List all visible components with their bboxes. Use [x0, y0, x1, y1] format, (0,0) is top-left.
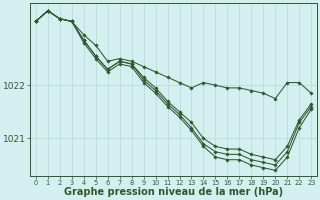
X-axis label: Graphe pression niveau de la mer (hPa): Graphe pression niveau de la mer (hPa) — [64, 187, 283, 197]
